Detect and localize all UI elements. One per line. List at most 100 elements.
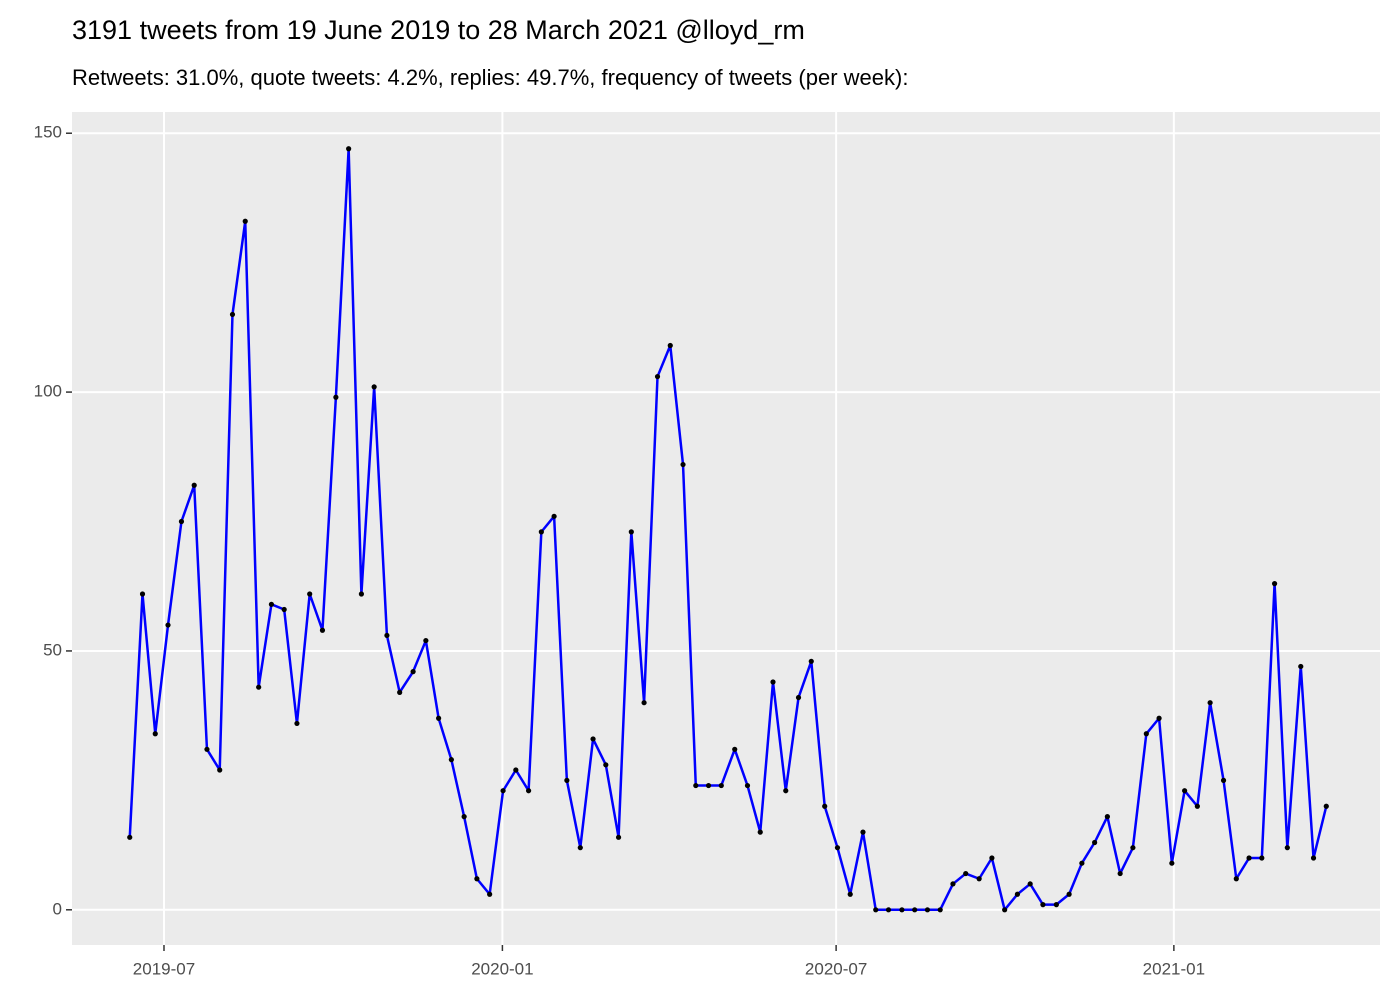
- point: [693, 782, 699, 789]
- point: [924, 907, 931, 913]
- y-tick-label: 100: [34, 382, 62, 401]
- point: [551, 513, 557, 519]
- point: [615, 834, 622, 840]
- point: [1143, 731, 1149, 737]
- point: [1284, 845, 1290, 851]
- point: [860, 829, 866, 835]
- point: [1220, 777, 1227, 783]
- chart-subtitle: Retweets: 31.0%, quote tweets: 4.2%, rep…: [72, 65, 908, 90]
- point: [525, 788, 532, 794]
- point: [1194, 803, 1200, 809]
- point: [538, 529, 544, 535]
- point: [834, 845, 841, 851]
- point: [680, 461, 686, 468]
- point: [281, 606, 287, 613]
- point: [268, 601, 275, 607]
- point: [513, 767, 519, 773]
- point: [191, 482, 197, 488]
- point: [963, 870, 969, 877]
- point: [423, 637, 429, 644]
- point: [744, 782, 751, 789]
- point: [307, 591, 313, 597]
- line: [128, 147, 1328, 912]
- point: [1092, 839, 1098, 846]
- point: [976, 876, 982, 882]
- point: [1002, 907, 1008, 913]
- point: [1298, 663, 1304, 670]
- point: [950, 881, 956, 887]
- point: [165, 622, 171, 628]
- point: [204, 746, 210, 752]
- point: [654, 373, 661, 380]
- point: [319, 627, 326, 633]
- point: [1182, 788, 1188, 794]
- point: [127, 834, 133, 840]
- point: [757, 829, 763, 835]
- point: [229, 311, 236, 318]
- x-tick-label: 2020-01: [471, 959, 533, 978]
- point: [873, 907, 879, 913]
- point: [410, 669, 416, 675]
- point: [770, 679, 776, 685]
- point: [139, 591, 146, 597]
- point: [641, 700, 647, 706]
- point: [448, 757, 454, 763]
- point: [1053, 902, 1059, 908]
- point: [384, 632, 390, 639]
- point: [1207, 700, 1213, 706]
- point: [590, 736, 596, 742]
- point: [718, 782, 724, 789]
- point: [436, 715, 442, 721]
- point: [1079, 860, 1085, 866]
- point: [1014, 891, 1021, 897]
- x-tick-label: 2020-07: [805, 959, 867, 978]
- point: [487, 891, 493, 897]
- point: [899, 907, 905, 913]
- point: [783, 788, 789, 794]
- point: [294, 720, 300, 727]
- point: [474, 876, 480, 882]
- point: [989, 855, 995, 861]
- point: [1117, 870, 1123, 877]
- point: [333, 394, 339, 400]
- point: [152, 731, 158, 737]
- point: [217, 767, 223, 773]
- point: [847, 891, 853, 897]
- chart-title: 3191 tweets from 19 June 2019 to 28 Marc…: [72, 15, 805, 45]
- point: [242, 218, 248, 224]
- point: [628, 529, 634, 535]
- point: [1323, 803, 1329, 809]
- point: [667, 342, 673, 349]
- point: [1259, 855, 1265, 861]
- point: [885, 907, 892, 913]
- point: [1040, 902, 1046, 908]
- point: [808, 658, 814, 664]
- point: [397, 689, 403, 695]
- point: [732, 746, 738, 752]
- point: [577, 845, 583, 851]
- point: [1130, 845, 1136, 851]
- point: [1066, 891, 1072, 897]
- point: [1156, 715, 1162, 721]
- point: [1027, 881, 1033, 887]
- x-tick-label: 2021-01: [1143, 959, 1205, 978]
- point: [500, 788, 506, 794]
- y-tick-label: 150: [34, 123, 62, 142]
- plot-panel: [72, 112, 1380, 945]
- y-tick-label: 0: [53, 899, 62, 918]
- point: [461, 814, 467, 820]
- point: [1104, 814, 1110, 820]
- point: [1169, 860, 1175, 866]
- point: [937, 907, 943, 913]
- point: [256, 684, 262, 690]
- point: [1271, 581, 1278, 587]
- point: [1310, 855, 1317, 861]
- point: [358, 591, 364, 597]
- y-tick-label: 50: [43, 640, 62, 659]
- point: [822, 803, 828, 809]
- point: [1233, 876, 1239, 882]
- point: [912, 907, 918, 913]
- point: [1246, 855, 1252, 861]
- point: [795, 694, 802, 701]
